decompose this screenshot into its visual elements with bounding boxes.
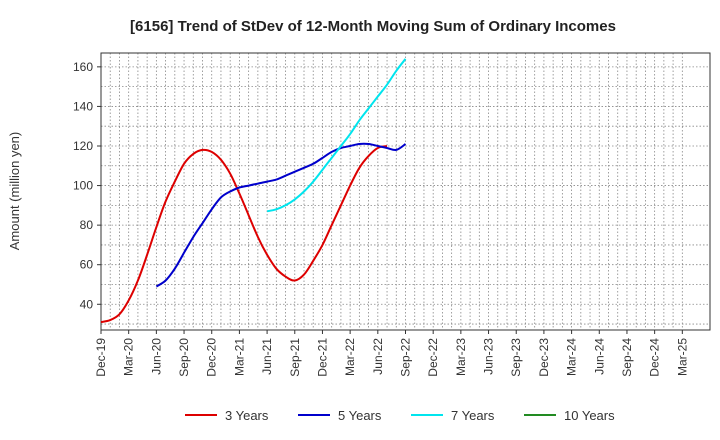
series-line-7-years — [266, 58, 407, 213]
x-tick-label: Sep-23 — [509, 338, 523, 377]
y-tick-label: 140 — [73, 99, 93, 113]
x-tick-label: Mar-23 — [454, 338, 468, 376]
x-tick-label: Dec-22 — [426, 338, 440, 377]
x-tick-label: Dec-19 — [94, 338, 108, 377]
series-line-5-years — [155, 142, 407, 288]
x-tick-label: Dec-24 — [648, 338, 662, 377]
legend-label: 10 Years — [564, 408, 615, 423]
y-tick-label: 160 — [73, 60, 93, 74]
x-tick-label: Mar-20 — [122, 338, 136, 376]
grid — [101, 53, 710, 330]
x-tick-label: Sep-21 — [288, 338, 302, 377]
x-tick-label: Jun-20 — [149, 338, 163, 375]
legend-label: 5 Years — [338, 408, 382, 423]
y-tick-label: 60 — [80, 258, 94, 272]
x-tick-label: Sep-22 — [399, 338, 413, 377]
series-line-3-years — [100, 145, 388, 324]
y-tick-label: 120 — [73, 139, 93, 153]
x-tick-label: Mar-24 — [565, 338, 579, 376]
x-tick-label: Dec-20 — [205, 338, 219, 377]
y-axis-label: Amount (million yen) — [7, 132, 22, 251]
x-tick-label: Jun-21 — [260, 338, 274, 375]
x-tick-label: Jun-22 — [371, 338, 385, 375]
x-tick-label: Sep-20 — [177, 338, 191, 377]
y-tick-label: 100 — [73, 179, 93, 193]
x-tick-label: Sep-24 — [620, 338, 634, 377]
x-tick-label: Jun-24 — [592, 338, 606, 375]
x-tick-label: Mar-21 — [232, 338, 246, 376]
legend-label: 7 Years — [451, 408, 495, 423]
y-tick-label: 80 — [80, 218, 94, 232]
x-tick-label: Dec-23 — [537, 338, 551, 377]
x-tick-label: Jun-23 — [482, 338, 496, 375]
legend: 3 Years 5 Years 7 Years 10 Years — [185, 408, 615, 423]
y-axis: 40 60 80 100 120 140 160 — [73, 60, 101, 311]
x-tick-label: Mar-22 — [343, 338, 357, 376]
chart-title: [6156] Trend of StDev of 12-Month Moving… — [130, 18, 616, 35]
legend-label: 3 Years — [225, 408, 269, 423]
x-tick-label: Mar-25 — [675, 338, 689, 376]
x-axis: Dec-19 Mar-20 Jun-20 Sep-20 Dec-20 Mar-21 Jun-… — [94, 330, 689, 377]
x-tick-label: Dec-21 — [315, 338, 329, 377]
series-group — [100, 58, 407, 324]
y-tick-label: 40 — [80, 297, 94, 311]
